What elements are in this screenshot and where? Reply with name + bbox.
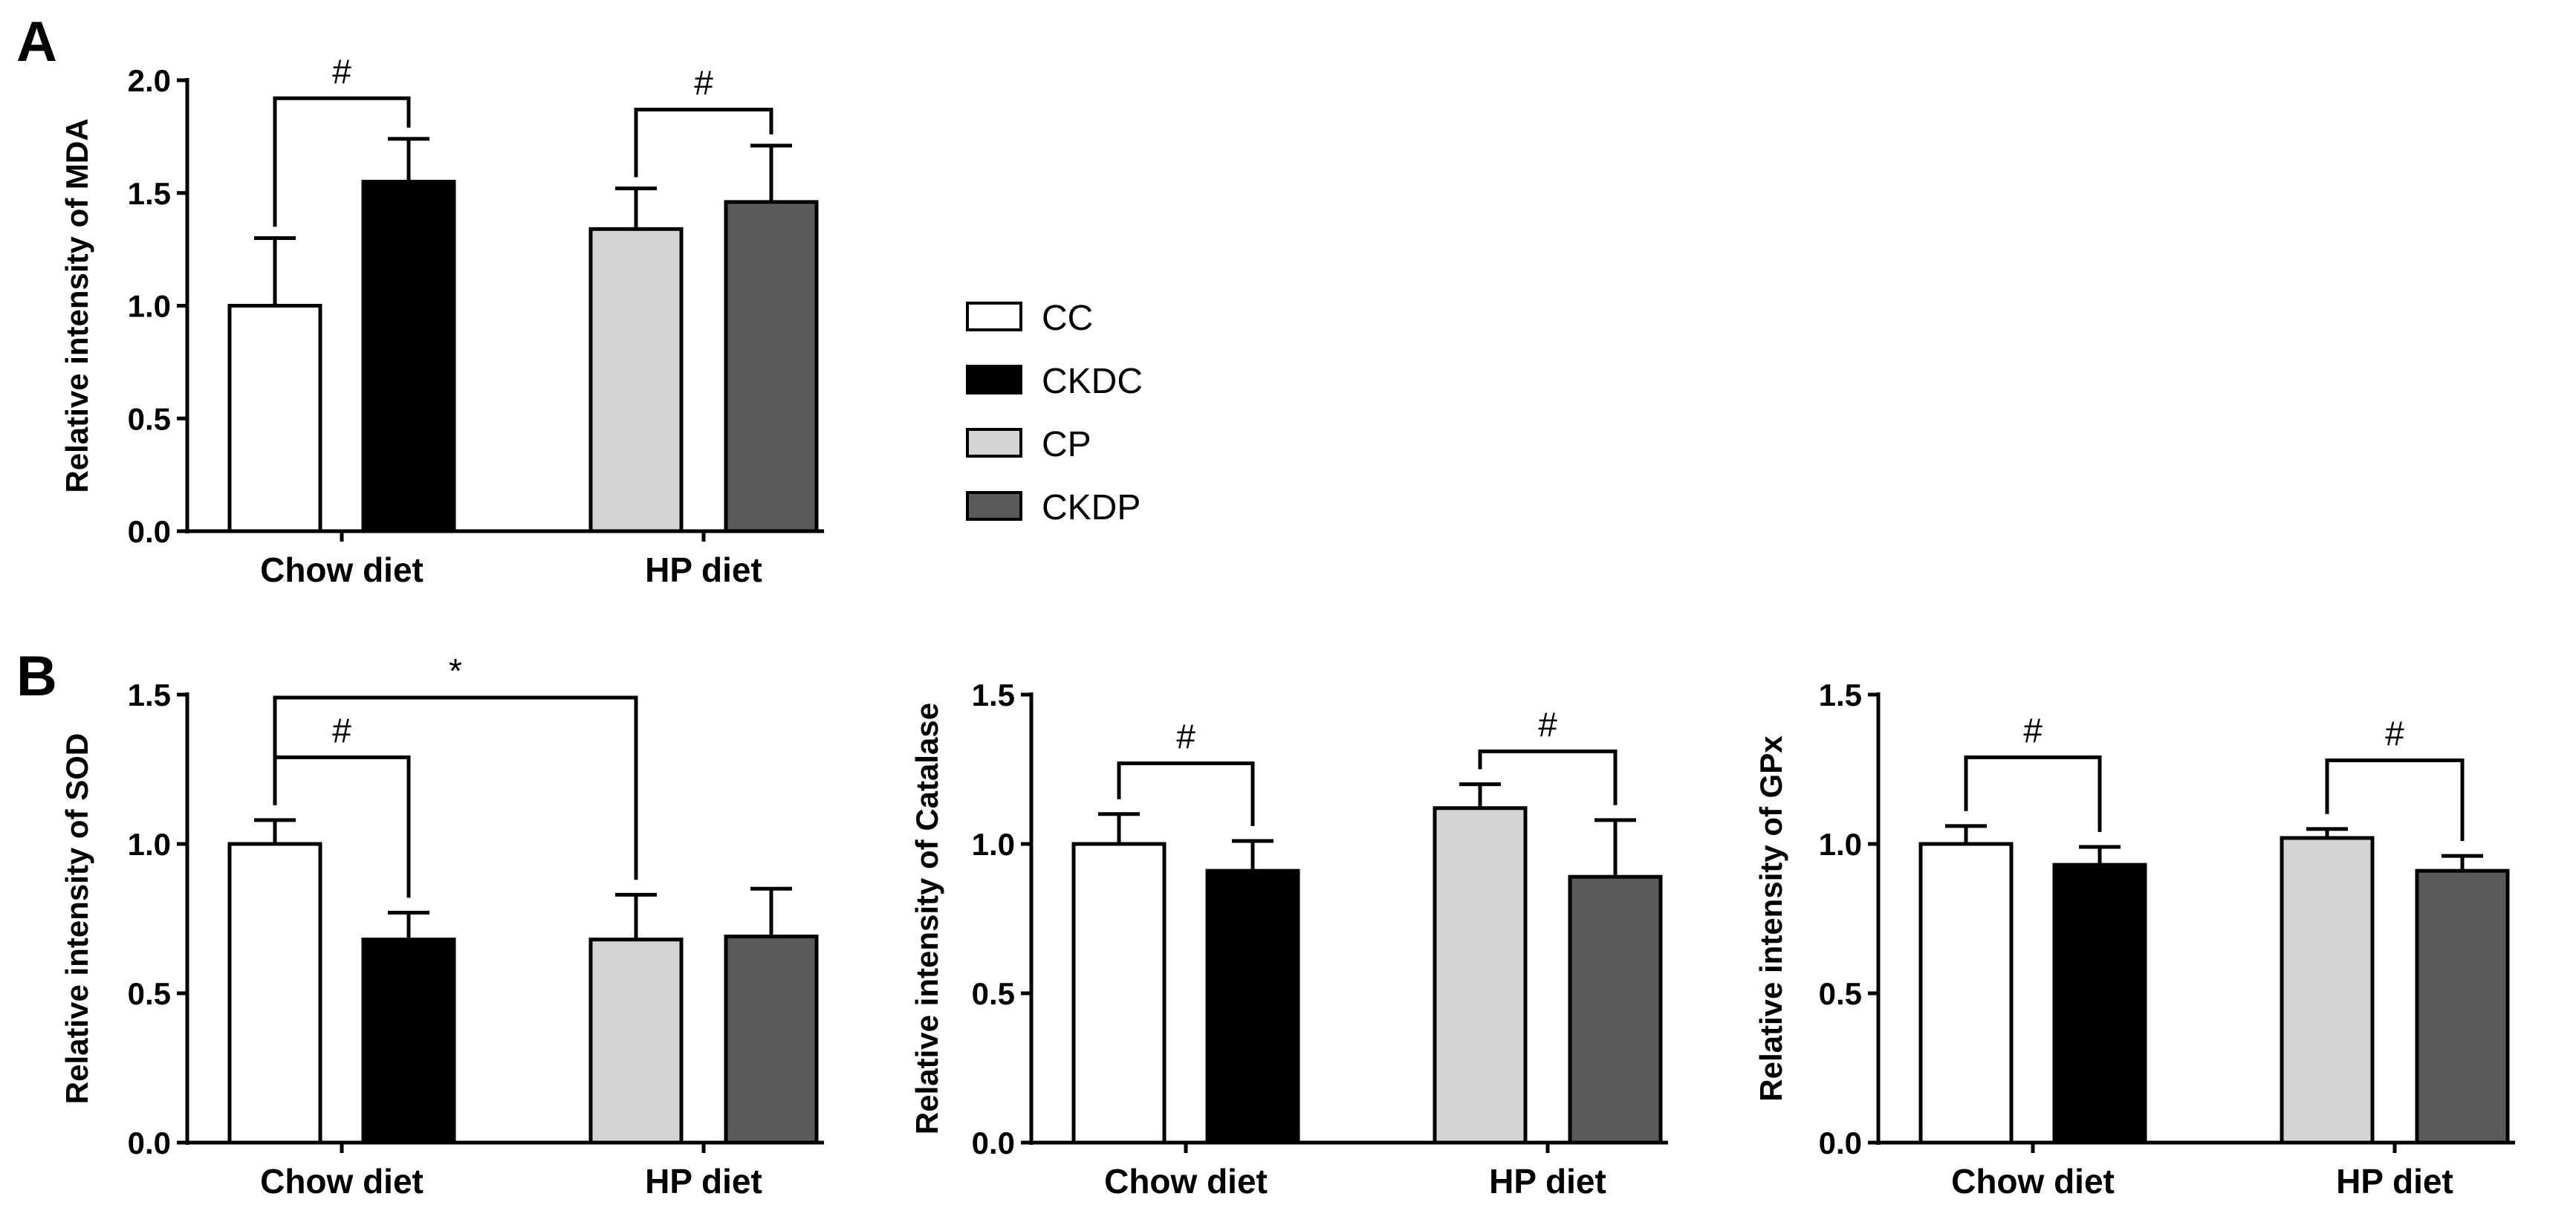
- mda-y-tick-label: 0.5: [128, 401, 171, 436]
- mda-y-tick-label: 0.0: [128, 514, 171, 549]
- gpx-bar-cc: [1918, 842, 2014, 1145]
- mda-category-label: HP diet: [645, 550, 762, 589]
- sod-chart: 0.0 0.5 1.0 1.5 Chow diet HP diet Relative int…: [59, 652, 824, 1201]
- catalase-significance-bracket: [1478, 749, 1618, 805]
- legend-swatch-ckdp: [966, 491, 1022, 521]
- sod-significance-label: #: [332, 711, 351, 750]
- sod-significance-label: *: [449, 652, 462, 690]
- legend: CC CKDC CP CKDP: [966, 299, 1143, 527]
- panel-letter-a: A: [16, 10, 57, 74]
- mda-significance-bracket: [273, 96, 411, 227]
- gpx-bar-cp: [2280, 836, 2375, 1145]
- gpx-significance-label: #: [2023, 711, 2043, 750]
- mda-bar-ckdc: [361, 180, 456, 533]
- mda-significance-label: #: [332, 52, 351, 91]
- sod-y-tick-label: 0.0: [128, 1126, 171, 1160]
- mda-bar-ckdp: [724, 200, 819, 533]
- panel-letter-b: B: [16, 645, 57, 708]
- catalase-significance-label: #: [1176, 717, 1195, 756]
- sod-significance-bracket: [273, 755, 411, 898]
- gpx-significance-bracket: [2325, 758, 2465, 841]
- sod-bar-ckdc: [361, 938, 456, 1145]
- sod-bar-cp: [588, 938, 684, 1145]
- catalase-bar-cc: [1071, 842, 1167, 1145]
- catalase-y-tick-label: 1.5: [972, 678, 1015, 712]
- gpx-significance-bracket: [1964, 755, 2102, 832]
- sod-y-tick-label: 1.0: [128, 827, 171, 862]
- sod-significance-bracket: [273, 695, 638, 880]
- mda-significance-bracket: [634, 107, 773, 178]
- legend-item-cp: CP: [966, 425, 1091, 464]
- legend-label-ckdp: CKDP: [1042, 488, 1141, 527]
- sod-y-axis-label: Relative intensity of SOD: [59, 733, 94, 1104]
- catalase-significance-bracket: [1117, 761, 1255, 826]
- sod-y-tick-label: 1.5: [128, 678, 171, 712]
- legend-swatch-cp: [966, 428, 1022, 458]
- legend-item-cc: CC: [966, 299, 1093, 338]
- catalase-chart: 0.0 0.5 1.0 1.5 Chow diet HP diet Relative int…: [909, 678, 1668, 1201]
- gpx-category-label: HP diet: [2336, 1162, 2453, 1201]
- catalase-y-axis-label: Relative intensity of Catalase: [909, 703, 944, 1134]
- catalase-significance-label: #: [1538, 705, 1557, 744]
- mda-significance-label: #: [694, 63, 713, 102]
- legend-label-ckdc: CKDC: [1042, 362, 1143, 401]
- legend-swatch-ckdc: [966, 365, 1022, 394]
- gpx-significance-label: #: [2385, 714, 2404, 753]
- mda-y-axis-label: Relative intensity of MDA: [59, 118, 94, 493]
- sod-category-label: HP diet: [645, 1162, 762, 1201]
- sod-bar-cc: [227, 842, 322, 1145]
- sod-y-tick-label: 0.5: [128, 976, 171, 1011]
- legend-label-cp: CP: [1042, 425, 1091, 464]
- legend-label-cc: CC: [1042, 299, 1093, 338]
- catalase-bar-ckdp: [1568, 874, 1663, 1145]
- catalase-bar-ckdc: [1205, 868, 1300, 1145]
- gpx-y-tick-label: 0.5: [1819, 976, 1862, 1011]
- mda-y-tick-label: 1.5: [128, 176, 171, 211]
- sod-bar-ckdp: [724, 935, 819, 1145]
- catalase-y-tick-label: 1.0: [972, 827, 1015, 862]
- legend-item-ckdc: CKDC: [966, 362, 1143, 401]
- mda-bar-cc: [227, 304, 322, 533]
- gpx-y-axis-label: Relative intensity of GPx: [1753, 735, 1788, 1102]
- mda-category-label: Chow diet: [260, 550, 424, 589]
- catalase-y-tick-label: 0.0: [972, 1126, 1015, 1160]
- gpx-category-label: Chow diet: [1951, 1162, 2115, 1201]
- legend-swatch-cc: [966, 302, 1022, 331]
- catalase-category-label: HP diet: [1489, 1162, 1606, 1201]
- catalase-category-label: Chow diet: [1104, 1162, 1268, 1201]
- gpx-bar-ckdc: [2052, 863, 2147, 1145]
- mda-bar-cp: [588, 227, 684, 533]
- gpx-chart: 0.0 0.5 1.0 1.5 Chow diet HP diet Relative int…: [1753, 678, 2515, 1201]
- mda-y-tick-label: 2.0: [128, 63, 171, 98]
- gpx-y-tick-label: 1.0: [1819, 827, 1862, 862]
- legend-item-ckdp: CKDP: [966, 488, 1141, 527]
- mda-y-tick-label: 1.0: [128, 289, 171, 324]
- gpx-y-tick-label: 0.0: [1819, 1126, 1862, 1160]
- mda-chart: 0.0 0.5 1.0 1.5 2.0 Chow diet HP diet Relative …: [59, 52, 824, 589]
- catalase-y-tick-label: 0.5: [972, 976, 1015, 1011]
- catalase-bar-cp: [1433, 806, 1528, 1145]
- gpx-y-tick-label: 1.5: [1819, 678, 1862, 712]
- gpx-bar-ckdp: [2415, 868, 2510, 1145]
- sod-category-label: Chow diet: [260, 1162, 424, 1201]
